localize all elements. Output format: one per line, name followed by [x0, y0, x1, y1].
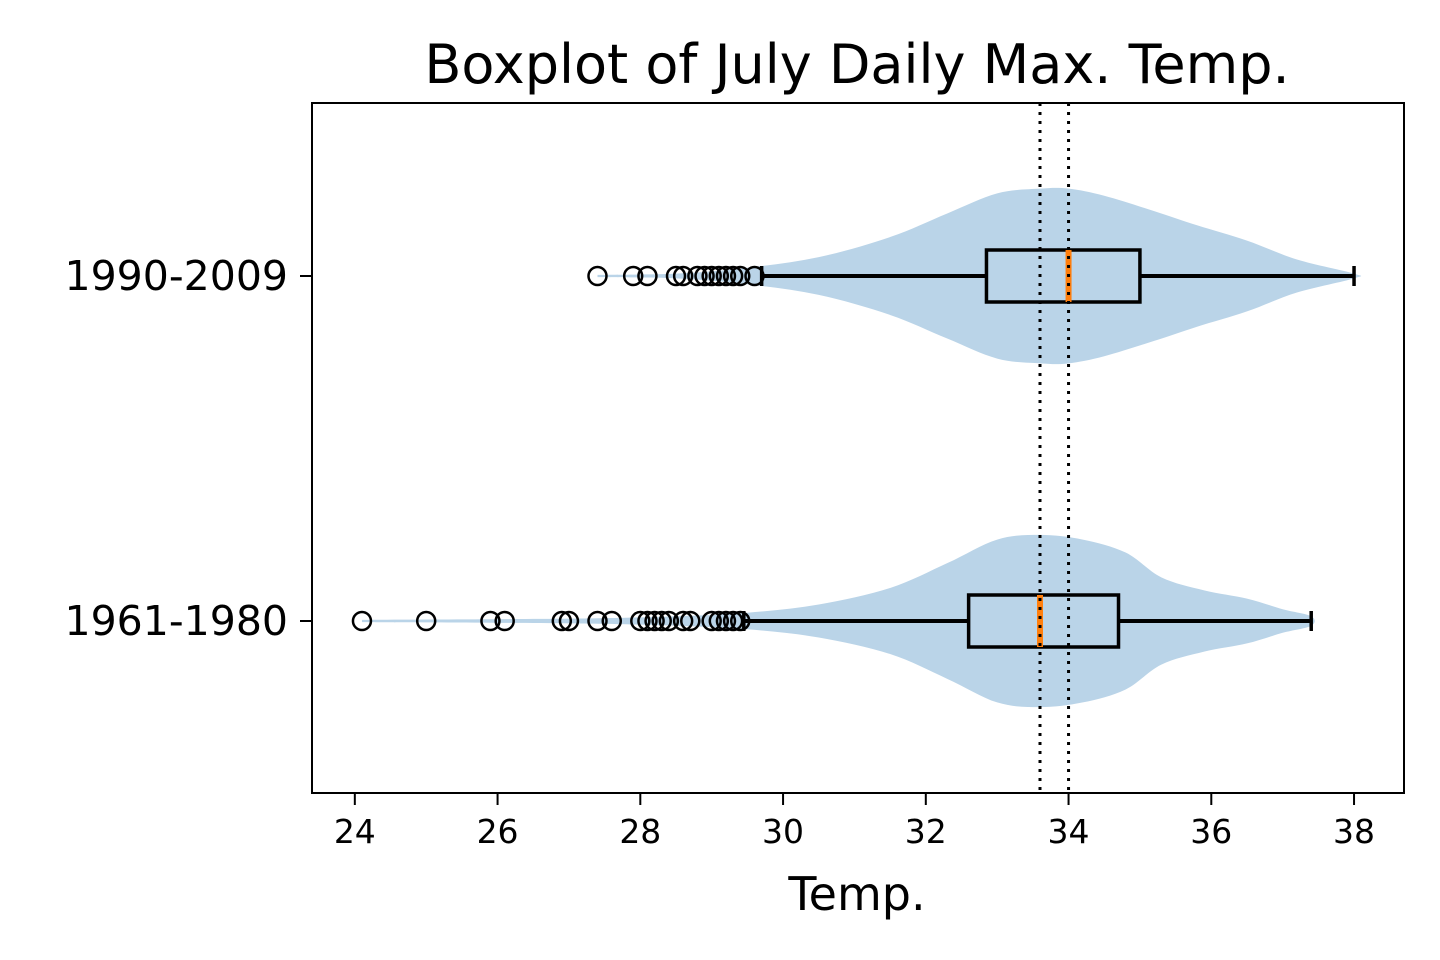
outlier-point: [665, 265, 687, 287]
x-tick-label: 24: [334, 812, 376, 851]
x-tick-label: 30: [762, 812, 804, 851]
outlier-point: [587, 610, 608, 632]
outlier-point: [715, 610, 737, 632]
x-axis-label: Temp.: [787, 867, 925, 921]
x-tick-label: 32: [905, 812, 947, 851]
outlier-point: [729, 265, 751, 287]
outlier-point: [551, 610, 573, 632]
outlier-point: [687, 265, 708, 287]
outlier-point: [694, 265, 715, 287]
outlier-point: [601, 610, 623, 632]
x-tick-label: 28: [619, 812, 661, 851]
outlier-point: [622, 265, 644, 287]
y-tick-label: 1990-2009: [65, 252, 288, 300]
violin-layer: [361, 187, 1362, 708]
x-tick-label: 36: [1190, 812, 1232, 851]
outlier-point: [630, 610, 651, 632]
outlier-point: [672, 265, 694, 287]
outlier-point: [351, 610, 373, 632]
outlier-point: [651, 610, 672, 632]
outlier-point: [729, 610, 751, 632]
iqr-box: [966, 593, 1121, 649]
outlier-point: [744, 265, 765, 287]
x-tick-label: 34: [1048, 812, 1090, 851]
x-tick-label: 38: [1333, 812, 1375, 851]
outlier-point: [587, 265, 608, 287]
outlier-point: [701, 265, 722, 287]
outlier-point: [658, 610, 680, 632]
outlier-point: [722, 610, 744, 632]
outlier-point: [415, 610, 437, 632]
outlier-point: [708, 610, 730, 632]
outlier-point: [680, 610, 701, 632]
plot-frame: [311, 102, 1405, 794]
x-tick-label: 26: [477, 812, 519, 851]
y-axis-ticks: 1961-1980 1990-2009: [65, 252, 312, 645]
outlier-point: [480, 610, 501, 632]
outlier-point: [644, 610, 665, 632]
outlier-point: [701, 610, 722, 632]
y-tick-label: 1961-1980: [65, 597, 288, 645]
outlier-point: [672, 610, 694, 632]
iqr-box: [984, 248, 1142, 304]
outlier-point: [558, 610, 580, 632]
outlier-point: [722, 265, 744, 287]
outlier-point: [708, 265, 730, 287]
chart-title: Boxplot of July Daily Max. Temp.: [424, 33, 1289, 96]
outlier-point: [637, 610, 658, 632]
outlier-point: [494, 610, 515, 632]
outlier-point: [715, 265, 737, 287]
x-axis-ticks: 24 26 28 30 32 34 36 38: [334, 793, 1375, 851]
outlier-point: [637, 265, 658, 287]
reference-lines: [1038, 103, 1071, 793]
